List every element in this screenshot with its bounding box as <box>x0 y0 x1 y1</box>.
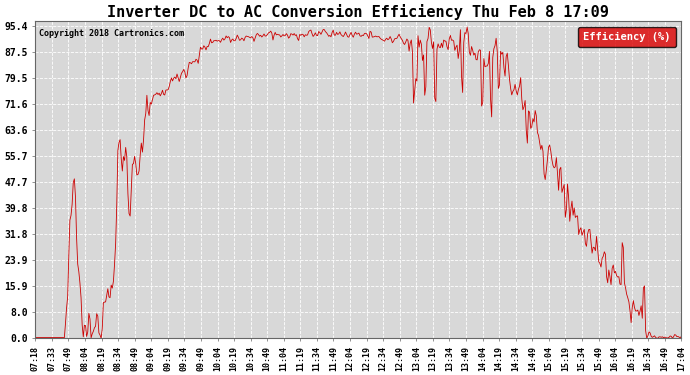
Title: Inverter DC to AC Conversion Efficiency Thu Feb 8 17:09: Inverter DC to AC Conversion Efficiency … <box>108 4 609 20</box>
Text: Copyright 2018 Cartronics.com: Copyright 2018 Cartronics.com <box>39 29 184 38</box>
Legend: Efficiency (%): Efficiency (%) <box>578 27 676 47</box>
